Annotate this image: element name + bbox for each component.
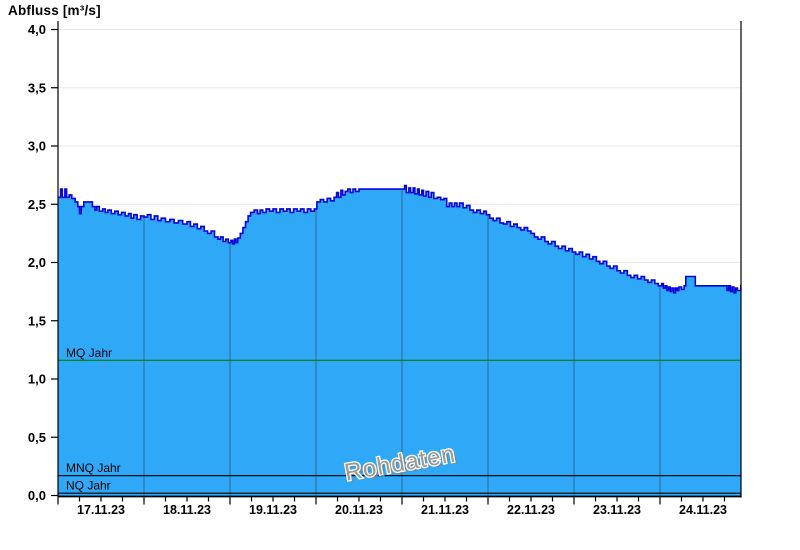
y-tick-label: 4,0 — [28, 22, 46, 37]
x-tick-label: 17.11.23 — [77, 503, 125, 517]
x-tick-label: 23.11.23 — [593, 503, 641, 517]
y-axis-ticks: 0,0 0,5 1,0 1,5 2,0 2,5 3,0 3,5 4,0 — [28, 22, 58, 503]
x-tick-label: 20.11.23 — [335, 503, 383, 517]
nq-jahr-label: NQ Jahr — [66, 479, 111, 493]
y-tick-label: 2,0 — [28, 255, 46, 270]
chart-title: Abfluss [m³/s] — [8, 3, 101, 18]
x-tick-label: 22.11.23 — [507, 503, 555, 517]
discharge-curve — [58, 184, 742, 294]
y-tick-label: 3,5 — [28, 80, 46, 95]
x-axis-ticks: 17.11.23 18.11.23 19.11.23 20.11.23 21.11.23… — [57, 497, 727, 517]
y-tick-label: 2,5 — [28, 197, 46, 212]
y-tick-label: 3,0 — [28, 139, 46, 154]
mq-jahr-label: MQ Jahr — [66, 346, 112, 360]
y-tick-label: 1,5 — [28, 313, 46, 328]
mnq-jahr-label: MNQ Jahr — [66, 461, 121, 475]
y-tick-label: 1,0 — [28, 372, 46, 387]
x-tick-label: 18.11.23 — [163, 503, 211, 517]
y-tick-label: 0,0 — [28, 488, 46, 503]
y-tick-label: 0,5 — [28, 430, 46, 445]
area-fill — [58, 185, 741, 497]
x-tick-label: 19.11.23 — [249, 503, 297, 517]
x-tick-label: 24.11.23 — [679, 503, 727, 517]
x-tick-label: 21.11.23 — [421, 503, 469, 517]
